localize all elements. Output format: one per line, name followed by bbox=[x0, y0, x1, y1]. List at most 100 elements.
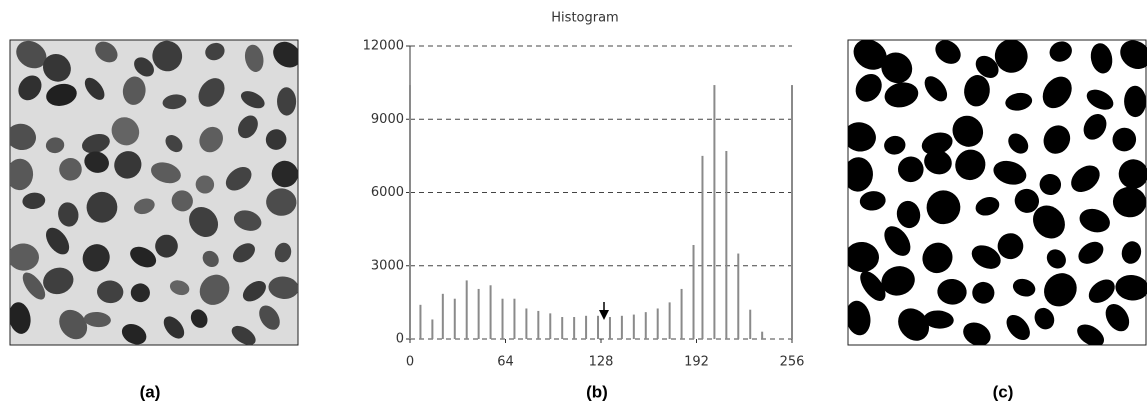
blob bbox=[1046, 249, 1066, 269]
blob bbox=[42, 53, 71, 82]
blob bbox=[1042, 76, 1072, 109]
bar bbox=[761, 331, 764, 339]
blob bbox=[190, 309, 208, 328]
x-tick-label: 128 bbox=[589, 355, 614, 370]
blob bbox=[1086, 89, 1114, 110]
bar bbox=[656, 308, 659, 339]
bar bbox=[465, 280, 468, 339]
blob bbox=[975, 55, 999, 78]
blob bbox=[935, 40, 961, 64]
blob bbox=[271, 160, 298, 188]
bar bbox=[537, 310, 540, 339]
x-tick-label: 64 bbox=[497, 355, 514, 370]
blob bbox=[22, 192, 46, 210]
blob bbox=[169, 280, 190, 296]
blob bbox=[937, 278, 967, 305]
panel-label: (a) bbox=[140, 382, 161, 401]
blob bbox=[1034, 307, 1055, 330]
blob bbox=[225, 167, 252, 191]
panel-label: (c) bbox=[993, 382, 1014, 401]
blob bbox=[233, 210, 262, 231]
blob bbox=[1071, 165, 1100, 192]
blob bbox=[95, 41, 118, 63]
blob bbox=[16, 40, 47, 69]
blob bbox=[1014, 188, 1040, 213]
blob bbox=[46, 83, 77, 106]
blob bbox=[121, 324, 147, 345]
blob bbox=[1118, 159, 1147, 189]
blob bbox=[1121, 241, 1142, 264]
blob bbox=[265, 129, 287, 150]
y-tick-label: 3000 bbox=[371, 258, 404, 273]
blob bbox=[150, 162, 181, 184]
bar bbox=[644, 312, 647, 339]
blob bbox=[162, 94, 187, 110]
y-tick-label: 6000 bbox=[371, 185, 404, 200]
blob bbox=[205, 42, 225, 61]
blob bbox=[972, 281, 995, 304]
blob bbox=[155, 234, 178, 258]
blob bbox=[171, 190, 193, 212]
blob bbox=[994, 40, 1028, 73]
blob bbox=[198, 78, 225, 107]
blob bbox=[273, 41, 298, 68]
blob bbox=[163, 316, 185, 339]
bar bbox=[680, 288, 683, 339]
blob bbox=[881, 52, 913, 84]
bar bbox=[573, 317, 576, 339]
blob bbox=[848, 241, 879, 273]
blob bbox=[199, 274, 230, 305]
image-c-content bbox=[848, 40, 1147, 345]
blob bbox=[1006, 314, 1030, 341]
blob bbox=[993, 160, 1027, 185]
blob bbox=[853, 40, 887, 70]
blob bbox=[971, 245, 1001, 269]
bar bbox=[477, 288, 480, 339]
blob bbox=[997, 233, 1024, 260]
blob bbox=[1079, 208, 1110, 233]
bar bbox=[725, 150, 728, 339]
blob bbox=[81, 133, 110, 154]
blob bbox=[955, 149, 986, 181]
blob bbox=[1112, 127, 1137, 152]
blob bbox=[97, 280, 124, 304]
blob bbox=[22, 272, 46, 300]
blob bbox=[114, 151, 142, 179]
bar bbox=[585, 315, 588, 339]
blob bbox=[274, 242, 292, 263]
blob bbox=[963, 322, 991, 345]
blob bbox=[242, 280, 266, 302]
blob bbox=[1124, 85, 1147, 118]
blob bbox=[859, 191, 886, 211]
bar bbox=[668, 302, 671, 339]
bar bbox=[791, 85, 793, 339]
blob bbox=[897, 156, 924, 183]
blob bbox=[59, 158, 82, 181]
blob bbox=[921, 132, 953, 155]
blob bbox=[122, 76, 146, 105]
blob bbox=[898, 308, 930, 341]
blob bbox=[195, 175, 215, 194]
bar bbox=[597, 315, 600, 339]
blob bbox=[10, 302, 31, 334]
blob bbox=[84, 77, 105, 100]
blob bbox=[1115, 274, 1147, 301]
blob bbox=[1049, 41, 1072, 62]
blob bbox=[152, 40, 183, 72]
blob bbox=[232, 243, 255, 263]
blob bbox=[165, 134, 183, 153]
blob bbox=[10, 243, 39, 271]
bar bbox=[701, 155, 704, 339]
blob bbox=[1105, 303, 1130, 332]
chart-title: Histogram bbox=[551, 11, 618, 26]
blob bbox=[952, 115, 984, 147]
blob bbox=[922, 242, 953, 274]
blob bbox=[266, 188, 297, 216]
bar bbox=[419, 304, 422, 339]
blob bbox=[10, 158, 34, 191]
blob bbox=[1032, 205, 1065, 239]
blob bbox=[277, 87, 297, 116]
blob bbox=[884, 135, 906, 155]
blob bbox=[1008, 133, 1029, 154]
blob bbox=[10, 123, 36, 151]
